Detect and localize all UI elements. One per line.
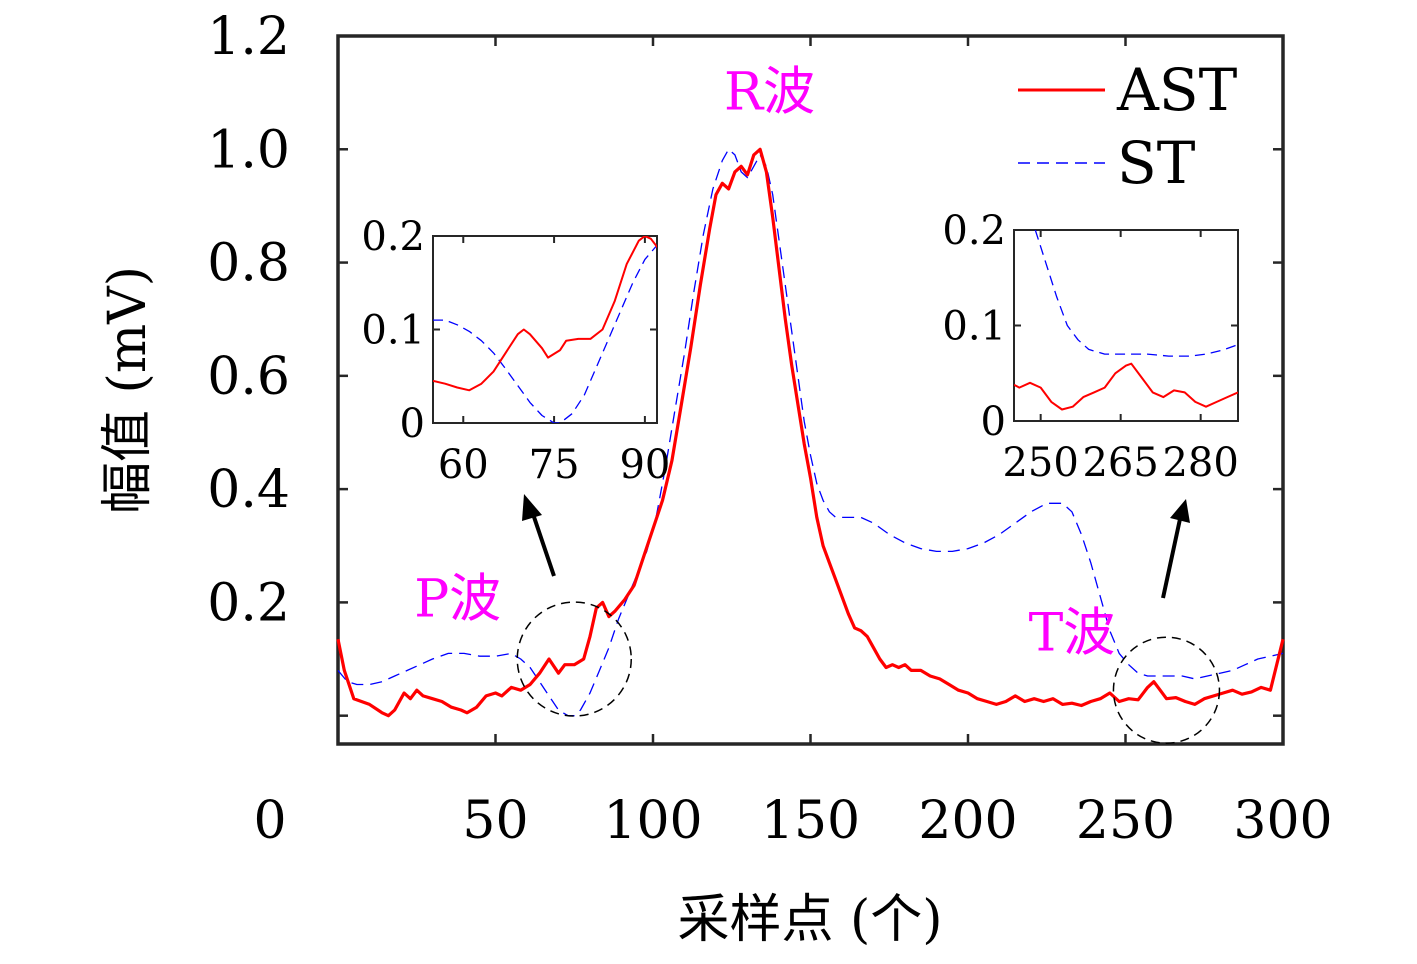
inset-p-ticks bbox=[433, 235, 657, 424]
inset-t-frame bbox=[1013, 229, 1239, 422]
legend-label-st: ST bbox=[1117, 129, 1196, 197]
series-line-ast bbox=[336, 147, 1285, 718]
t-wave-arrow bbox=[1161, 499, 1190, 599]
y-tick-label: 0.4 bbox=[207, 460, 290, 520]
x-axis-label: 采样点 (个) bbox=[677, 890, 942, 950]
y-tick-label: 0.6 bbox=[207, 347, 290, 407]
inset-y-tick-label: 0.1 bbox=[361, 308, 425, 354]
main-tick-labels: 0.2 0.4 0.6 0.8 1.0 1.2 0 50 100 150 200 250 300 bbox=[207, 7, 1332, 851]
y-axis-label: 幅值 (mV) bbox=[98, 266, 158, 514]
inset-series-line-st bbox=[1034, 230, 1238, 357]
inset-x-tick-label: 75 bbox=[529, 442, 580, 488]
y-tick-label: 0.2 bbox=[207, 573, 290, 633]
inset-t-tick-labels: 0 0.1 0.2 250 265 280 bbox=[942, 208, 1238, 486]
y-tick-label: 1.2 bbox=[207, 7, 290, 67]
x-tick-label: 50 bbox=[462, 791, 528, 851]
inset-t-series bbox=[1014, 230, 1238, 411]
inset-series-line-ast bbox=[1014, 362, 1238, 411]
inset-x-tick-label: 90 bbox=[619, 442, 670, 488]
inset-p-wave: 0 0.1 0.2 60 75 90 bbox=[361, 214, 670, 488]
x-tick-label: 150 bbox=[761, 791, 860, 851]
inset-p-series bbox=[433, 236, 657, 423]
series-line-st bbox=[337, 148, 1284, 717]
x-tick-label: 300 bbox=[1233, 791, 1332, 851]
p-wave-highlight-circle bbox=[516, 601, 632, 717]
legend: AST ST bbox=[1018, 56, 1238, 197]
x-tick-label: 200 bbox=[918, 791, 1017, 851]
p-wave-annotation: P波 bbox=[414, 570, 501, 630]
x-tick-label: 0 bbox=[253, 791, 286, 851]
y-tick-label: 1.0 bbox=[207, 120, 290, 180]
t-wave-annotation: T波 bbox=[1029, 604, 1116, 664]
inset-y-tick-label: 0 bbox=[981, 399, 1006, 445]
inset-y-tick-label: 0.1 bbox=[942, 304, 1006, 350]
main-series-group bbox=[336, 147, 1285, 718]
x-tick-label: 100 bbox=[603, 791, 702, 851]
inset-x-tick-label: 60 bbox=[438, 442, 489, 488]
inset-x-tick-label: 280 bbox=[1162, 440, 1238, 486]
main-axis-ticks bbox=[338, 34, 1283, 744]
r-wave-annotation: R波 bbox=[724, 63, 815, 123]
t-wave-highlight-circle bbox=[1112, 636, 1221, 744]
inset-x-tick-label: 250 bbox=[1002, 440, 1078, 486]
inset-series-line-st bbox=[433, 244, 657, 423]
inset-p-frame bbox=[432, 235, 658, 424]
p-wave-arrow bbox=[522, 494, 556, 577]
inset-t-ticks bbox=[1014, 229, 1238, 422]
inset-x-tick-label: 265 bbox=[1082, 440, 1158, 486]
legend-label-ast: AST bbox=[1116, 56, 1238, 124]
inset-p-tick-labels: 0 0.1 0.2 60 75 90 bbox=[361, 214, 670, 488]
inset-t-wave: 0 0.1 0.2 250 265 280 bbox=[942, 208, 1239, 486]
inset-series-line-ast bbox=[433, 236, 657, 392]
inset-y-tick-label: 0 bbox=[400, 401, 425, 447]
inset-y-tick-label: 0.2 bbox=[942, 208, 1006, 254]
x-tick-label: 250 bbox=[1076, 791, 1175, 851]
inset-y-tick-label: 0.2 bbox=[361, 214, 425, 260]
y-tick-label: 0.8 bbox=[207, 234, 290, 294]
